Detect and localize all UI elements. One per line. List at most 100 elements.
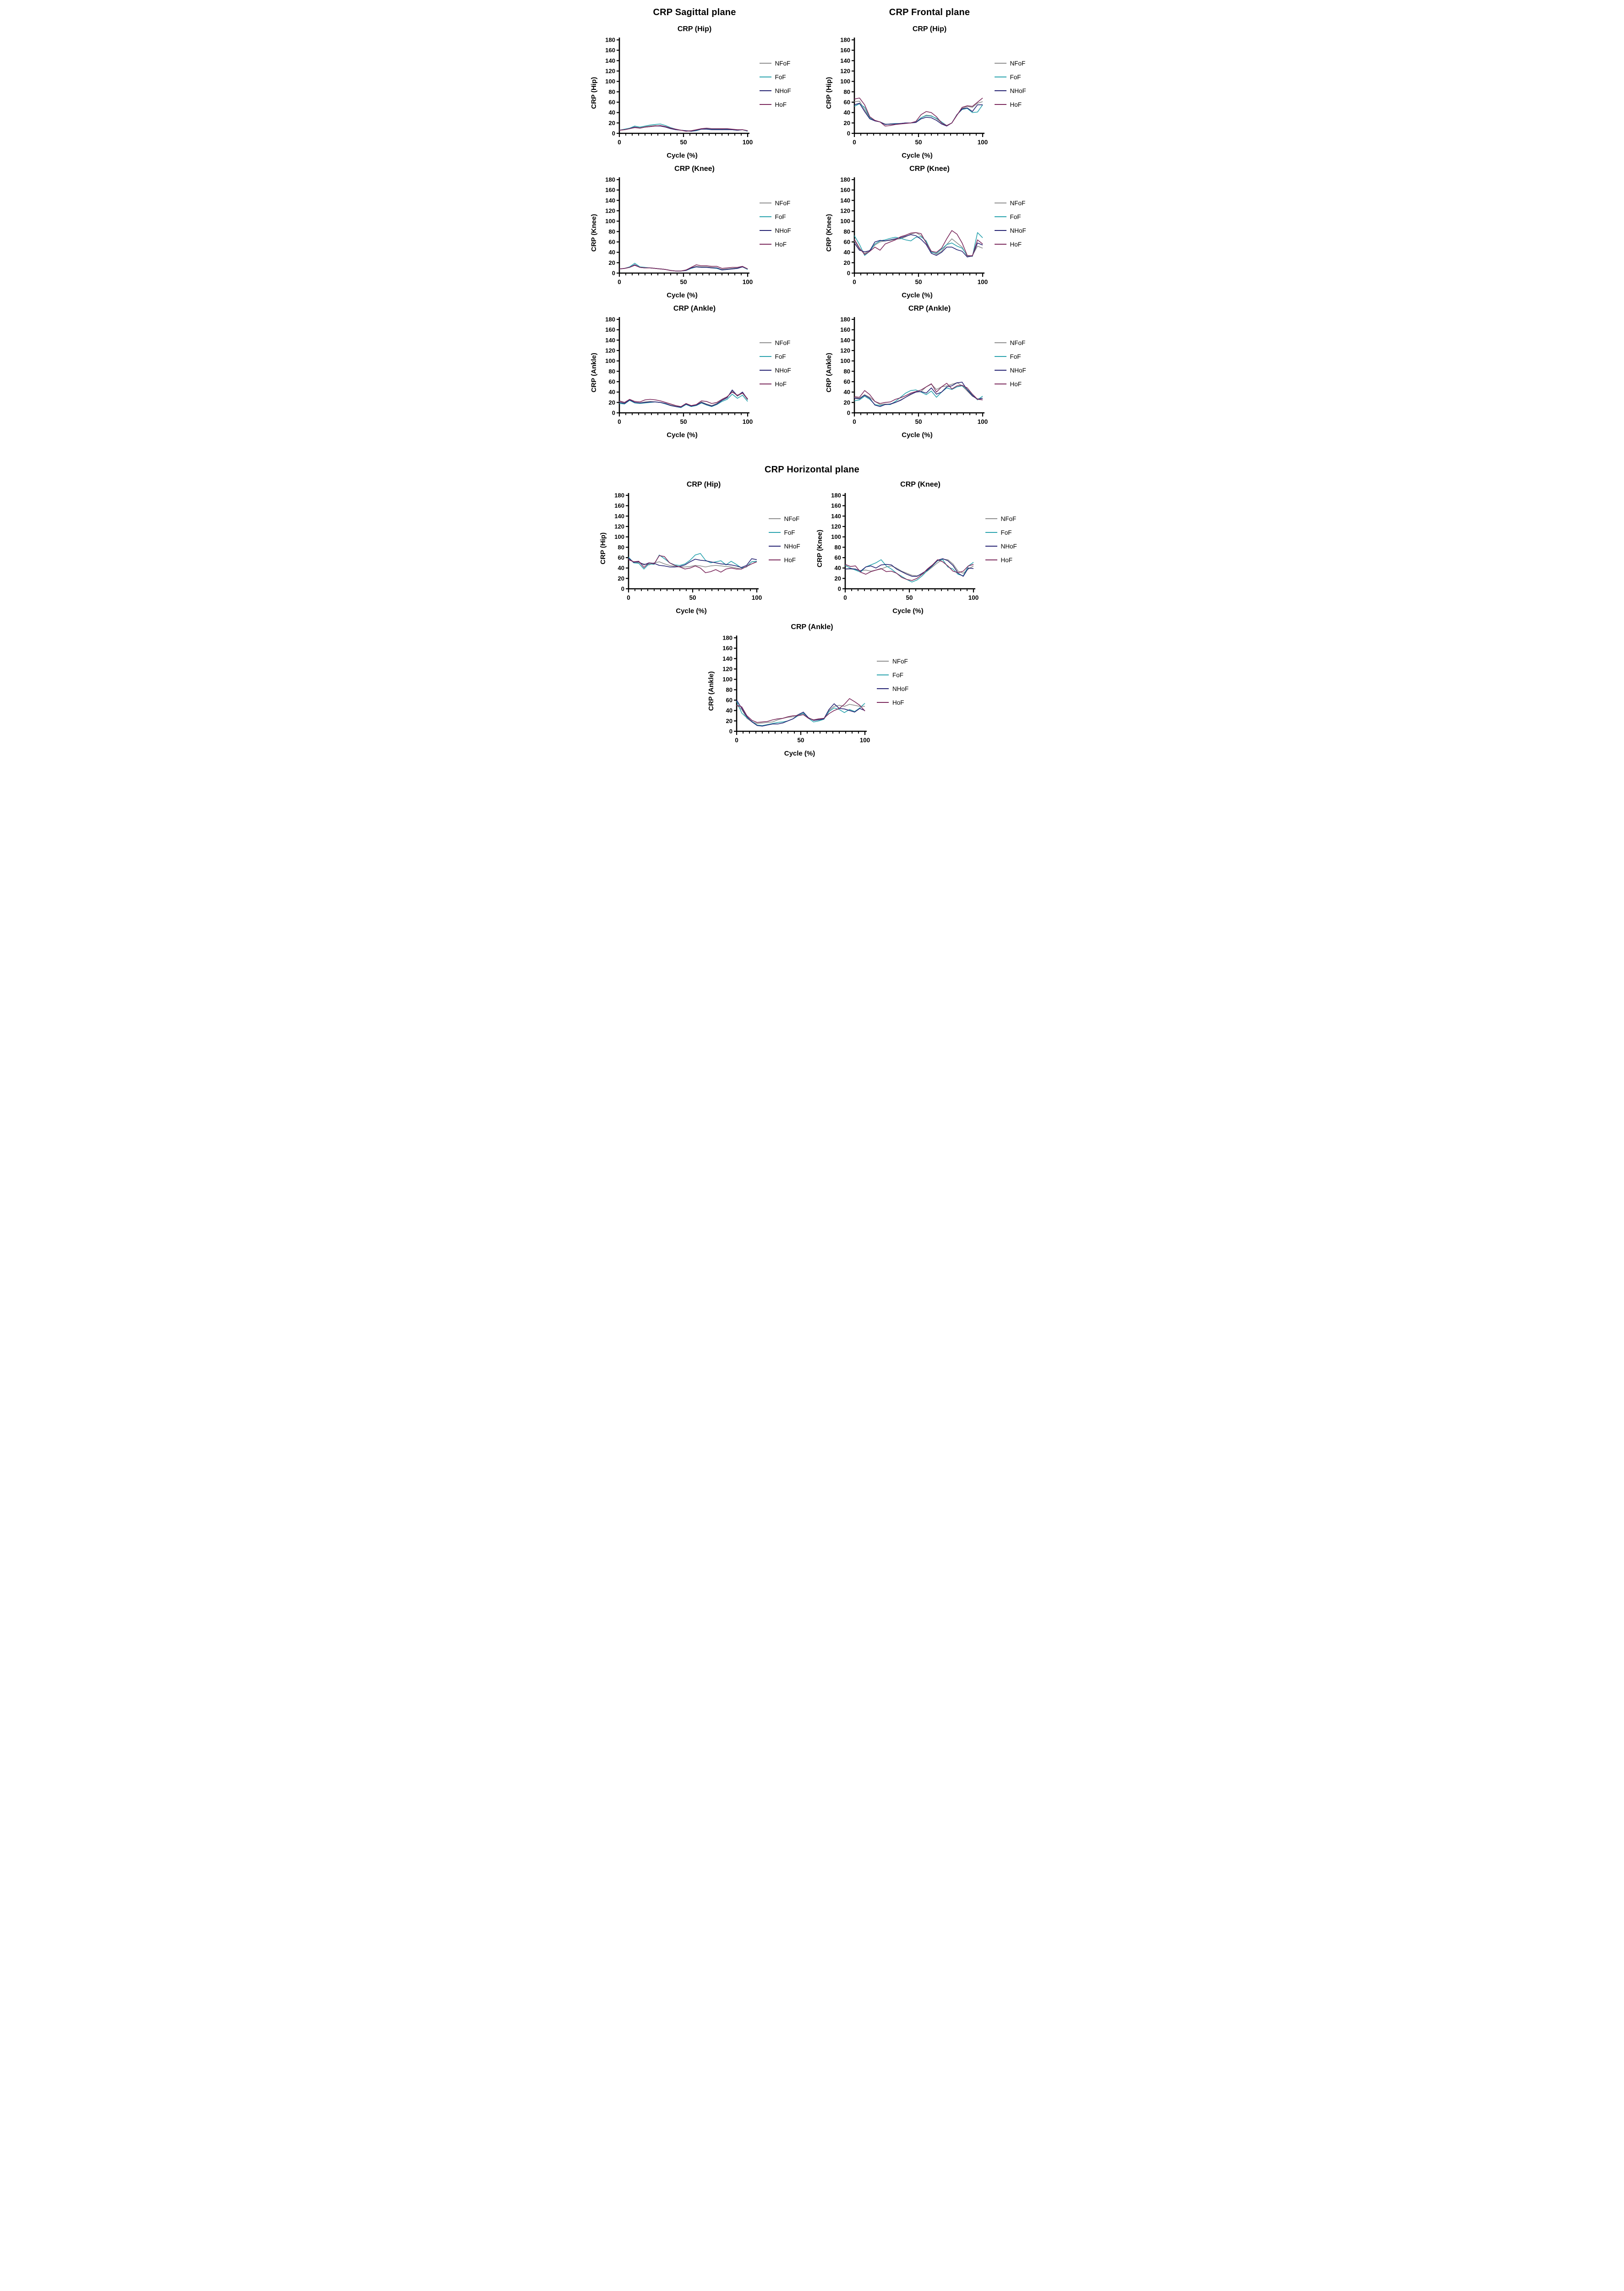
series-line-nhof xyxy=(845,558,973,577)
svg-text:100: 100 xyxy=(831,533,841,540)
legend-item-fof: FoF xyxy=(985,526,1025,539)
x-axis-ticks: 0 50 100 xyxy=(853,413,988,425)
series-line-hof xyxy=(619,125,748,132)
y-axis-ticks: 0 20 40 60 80 100 120 140 160 180 xyxy=(840,37,854,137)
svg-text:100: 100 xyxy=(605,78,615,85)
legend: NFoF FoF NHoF HoF xyxy=(877,654,916,709)
legend-item-nhof: NHoF xyxy=(759,363,799,377)
plot-frontal-hip: 0 20 40 60 80 100 120 140 160 180 0 50 100 xyxy=(840,37,988,146)
svg-text:60: 60 xyxy=(608,99,615,106)
legend-label-fof: FoF xyxy=(775,73,786,81)
plot-horizontal-ankle: 0 20 40 60 80 100 120 140 160 180 0 50 100 xyxy=(722,635,870,744)
x-axis-ticks: 0 50 100 xyxy=(627,589,762,601)
legend-item-hof: HoF xyxy=(759,237,799,251)
legend-label-nhof: NHoF xyxy=(775,87,791,94)
series-line-nhof xyxy=(736,700,865,727)
legend-swatch-fof xyxy=(759,356,771,357)
sagittal-column: CRP Sagittal plane CRP (Hip) CRP (Hip) 0 20… xyxy=(580,3,809,444)
svg-text:120: 120 xyxy=(840,208,850,214)
svg-text:120: 120 xyxy=(722,666,733,673)
chart-horizontal-knee: CRP (Knee) CRP (Knee) 0 20 40 60 80 100 120 140 16… xyxy=(816,481,1025,615)
axes xyxy=(853,177,984,274)
svg-text:120: 120 xyxy=(840,68,850,75)
series-line-fof xyxy=(853,232,983,257)
legend-item-nfof: NFoF xyxy=(994,56,1034,70)
legend-label-nfof: NFoF xyxy=(1001,515,1017,522)
frontal-column: CRP Frontal plane CRP (Hip) CRP (Hip) 0 20 4… xyxy=(815,3,1044,444)
svg-text:140: 140 xyxy=(840,197,850,204)
legend-swatch-hof xyxy=(759,104,771,105)
legend-label-fof: FoF xyxy=(892,671,904,679)
figure-page: CRP Sagittal plane CRP (Hip) CRP (Hip) 0 20… xyxy=(580,0,1044,771)
legend-swatch-fof xyxy=(985,532,997,533)
svg-text:100: 100 xyxy=(751,594,762,601)
y-axis-label: CRP (Hip) xyxy=(825,77,833,109)
svg-text:100: 100 xyxy=(742,418,753,425)
svg-text:100: 100 xyxy=(968,594,979,601)
svg-text:140: 140 xyxy=(840,337,850,344)
svg-text:160: 160 xyxy=(605,186,615,193)
legend-item-nfof: NFoF xyxy=(759,196,799,210)
x-axis-ticks: 0 50 100 xyxy=(843,589,979,601)
svg-text:100: 100 xyxy=(840,78,850,85)
svg-text:0: 0 xyxy=(612,410,615,417)
svg-text:160: 160 xyxy=(831,502,841,509)
y-axis-label: CRP (Ankle) xyxy=(590,352,598,393)
svg-text:40: 40 xyxy=(608,109,615,116)
legend-item-fof: FoF xyxy=(759,350,799,363)
svg-text:80: 80 xyxy=(843,228,850,235)
x-axis-label: Cycle (%) xyxy=(676,607,707,615)
series-line-fof xyxy=(736,701,865,726)
legend-item-hof: HoF xyxy=(994,237,1034,251)
svg-text:180: 180 xyxy=(605,37,615,44)
svg-text:50: 50 xyxy=(915,139,922,146)
legend-item-nhof: NHoF xyxy=(994,224,1034,237)
legend-item-nfof: NFoF xyxy=(994,196,1034,210)
svg-text:140: 140 xyxy=(831,513,841,520)
series-line-hof xyxy=(736,698,865,723)
svg-text:50: 50 xyxy=(689,594,696,601)
chart-row: CRP (Ankle) 0 20 40 60 80 100 120 140 160 180 0 50 10… xyxy=(825,314,1034,431)
y-axis-ticks: 0 20 40 60 80 100 120 140 160 180 xyxy=(605,176,619,277)
svg-text:120: 120 xyxy=(831,523,841,530)
chart-title: CRP (Hip) xyxy=(677,25,712,33)
legend-swatch-nfof xyxy=(994,342,1006,343)
svg-text:40: 40 xyxy=(843,249,850,256)
svg-text:100: 100 xyxy=(840,218,850,225)
legend-label-nhof: NHoF xyxy=(892,685,909,692)
legend: NFoF FoF NHoF HoF xyxy=(985,512,1025,567)
legend-swatch-nfof xyxy=(985,518,997,519)
legend-item-nfof: NFoF xyxy=(759,336,799,350)
series-line-fof xyxy=(628,553,757,570)
legend-label-hof: HoF xyxy=(1010,241,1022,248)
chart-row: CRP (Hip) 0 20 40 60 80 100 120 140 160 180 0 50 100 N… xyxy=(599,490,808,607)
svg-text:140: 140 xyxy=(722,655,733,662)
legend-label-nhof: NHoF xyxy=(1010,367,1026,374)
svg-text:140: 140 xyxy=(605,337,615,344)
y-axis-ticks: 0 20 40 60 80 100 120 140 160 180 xyxy=(840,176,854,277)
svg-text:140: 140 xyxy=(614,513,624,520)
axes xyxy=(853,38,984,134)
series-line-hof xyxy=(619,264,748,272)
svg-text:100: 100 xyxy=(860,737,870,744)
legend: NFoF FoF NHoF HoF xyxy=(994,56,1034,111)
legend-label-nhof: NHoF xyxy=(775,227,791,234)
x-axis-label: Cycle (%) xyxy=(667,431,698,439)
svg-text:20: 20 xyxy=(608,120,615,126)
legend: NFoF FoF NHoF HoF xyxy=(759,336,799,391)
svg-text:80: 80 xyxy=(834,544,841,551)
legend-item-fof: FoF xyxy=(994,210,1034,224)
axes xyxy=(618,317,749,414)
svg-text:60: 60 xyxy=(726,697,733,704)
legend-label-nhof: NHoF xyxy=(1010,227,1026,234)
legend-item-nfof: NFoF xyxy=(768,512,808,526)
section-title-horizontal: CRP Horizontal plane xyxy=(765,465,859,475)
legend: NFoF FoF NHoF HoF xyxy=(759,196,799,251)
svg-text:50: 50 xyxy=(915,279,922,285)
x-axis-label: Cycle (%) xyxy=(902,431,933,439)
legend: NFoF FoF NHoF HoF xyxy=(994,196,1034,251)
svg-text:20: 20 xyxy=(843,259,850,266)
y-axis-ticks: 0 20 40 60 80 100 120 140 160 180 xyxy=(605,316,619,417)
legend-swatch-nhof xyxy=(994,90,1006,91)
legend-item-nhof: NHoF xyxy=(877,682,916,696)
